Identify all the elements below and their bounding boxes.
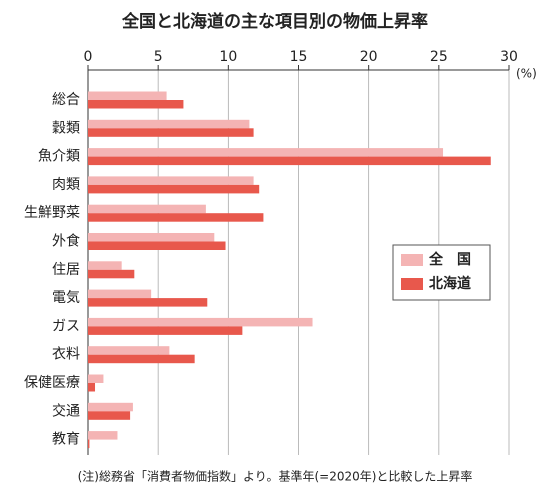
- bar: [88, 100, 184, 109]
- y-tick-label: 交通: [52, 402, 80, 419]
- bar: [88, 128, 254, 137]
- bar: [88, 269, 135, 279]
- bar: [88, 317, 313, 327]
- bar: [88, 439, 90, 449]
- legend-label: 北海道: [429, 275, 471, 292]
- bar: [88, 261, 122, 270]
- bar: [88, 148, 444, 157]
- bar: [88, 346, 170, 355]
- bar: [88, 411, 131, 420]
- axis-unit: (%): [516, 67, 537, 81]
- y-tick-label: 衣料: [52, 347, 80, 363]
- bar: [88, 156, 491, 166]
- bar: [88, 326, 243, 335]
- bar: [88, 298, 208, 307]
- x-tick-label: 10: [219, 49, 237, 65]
- y-tick-label: 住居: [52, 262, 80, 278]
- x-tick-label: 30: [500, 49, 518, 65]
- bar: [88, 91, 167, 100]
- legend-swatch: [401, 254, 423, 266]
- x-tick-label: 5: [154, 49, 163, 65]
- bar: [88, 402, 133, 412]
- y-tick-label: 生鮮野菜: [24, 205, 80, 221]
- y-tick-label: 肉類: [52, 177, 80, 193]
- bar: [88, 383, 96, 392]
- bar: [88, 374, 104, 383]
- bar: [88, 204, 206, 214]
- y-tick-label: ガス: [52, 318, 80, 334]
- bar: [88, 119, 250, 129]
- bar: [88, 184, 260, 194]
- footnote: (注)総務省「消費者物価指数」より。基準年(=2020年)と比較した上昇率: [78, 469, 473, 484]
- bar: [88, 431, 118, 440]
- bar: [88, 213, 264, 222]
- x-tick-label: 20: [360, 49, 378, 65]
- x-tick-label: 25: [430, 49, 448, 65]
- y-tick-label: 穀類: [52, 120, 80, 136]
- y-tick-label: 魚介類: [38, 149, 80, 165]
- x-tick-label: 15: [290, 49, 308, 65]
- bar: [88, 233, 215, 242]
- y-tick-label: 教育: [52, 432, 80, 448]
- bar: [88, 176, 254, 185]
- legend-label: 全 国: [428, 251, 471, 268]
- legend-swatch: [401, 278, 423, 290]
- y-tick-label: 電気: [52, 290, 80, 306]
- bar: [88, 241, 226, 250]
- bar: [88, 354, 195, 364]
- chart-title: 全国と北海道の主な項目別の物価上昇率: [121, 11, 428, 32]
- y-tick-label: 保健医療: [24, 374, 80, 391]
- x-tick-label: 0: [84, 49, 93, 65]
- y-tick-label: 外食: [52, 233, 80, 250]
- bar: [88, 289, 152, 299]
- y-tick-label: 総合: [52, 92, 80, 108]
